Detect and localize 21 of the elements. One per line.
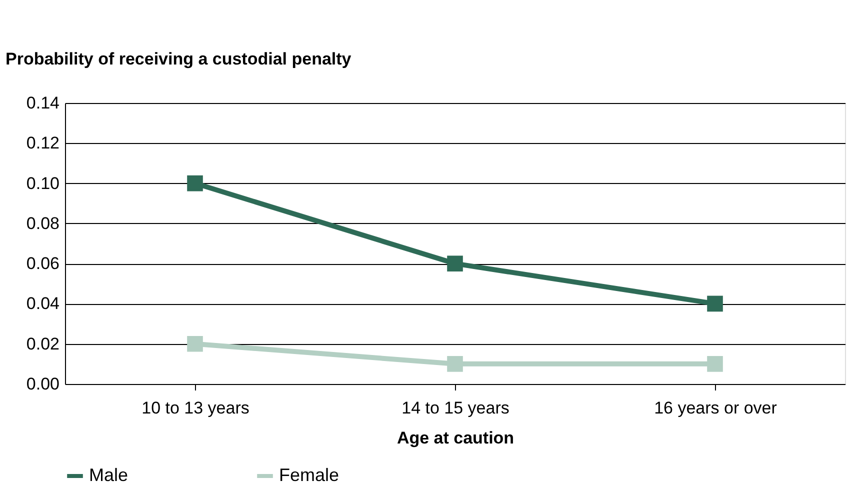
y-tick-label: 0.10: [26, 174, 60, 193]
y-tick-label: 0.06: [26, 254, 60, 274]
legend-label: Female: [279, 465, 340, 485]
y-tick-label: 0.08: [26, 214, 60, 233]
y-tick-label: 0.04: [26, 294, 60, 314]
legend-label: Male: [89, 465, 128, 485]
y-tick-label: 0.14: [26, 94, 60, 112]
y-tick-label: 0.12: [26, 134, 60, 153]
point: [187, 336, 203, 352]
point: [707, 356, 723, 372]
x-tick-label: 10 to 13 years: [142, 398, 250, 418]
point: [187, 175, 203, 192]
x-tick-label: 14 to 15 years: [402, 398, 510, 418]
point: [447, 256, 463, 272]
x-axis-title: Age at caution: [396, 428, 514, 448]
point: [447, 356, 463, 372]
y-axis-title: Probability of receiving a custodial penalty: [6, 50, 352, 68]
y-tick-label: 0.02: [26, 334, 60, 354]
point: [707, 296, 723, 312]
x-tick-label: 16 years or over: [654, 398, 778, 418]
y-tick-label: 0.00: [26, 374, 60, 394]
